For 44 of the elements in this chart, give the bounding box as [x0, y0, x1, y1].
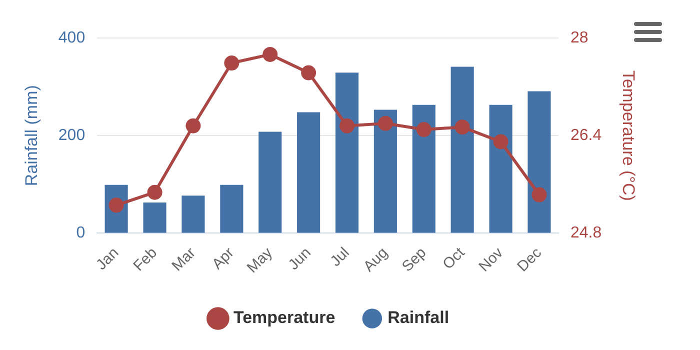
bar	[335, 72, 359, 233]
y2-tick-label: 24.8	[570, 224, 602, 242]
point	[186, 118, 201, 134]
x-tick-label: Sep	[398, 244, 430, 276]
bar	[450, 66, 474, 233]
bar	[143, 202, 166, 233]
bar	[297, 112, 320, 233]
x-tick-label: Mar	[168, 244, 199, 275]
point	[262, 46, 278, 62]
y-tick-label: 0	[76, 224, 86, 242]
point	[224, 56, 240, 71]
y2-tick-label: 26.4	[570, 127, 602, 144]
bar	[528, 91, 551, 233]
x-tick-label: Dec	[514, 244, 546, 276]
bar	[374, 110, 397, 233]
legend-label: Temperature	[233, 308, 336, 328]
y2-axis-title: Temperature (°C)	[619, 70, 638, 201]
point	[147, 184, 162, 200]
bar	[182, 196, 205, 233]
point	[454, 120, 470, 135]
y2-tick-label: 28	[570, 29, 588, 46]
legend-label: Rainfall	[388, 308, 450, 328]
point	[340, 118, 354, 134]
x-tick-label: Aug	[360, 244, 392, 276]
x-tick-label: Jun	[285, 244, 314, 274]
point	[493, 134, 508, 150]
point	[416, 122, 432, 138]
point	[301, 65, 316, 80]
bar	[220, 184, 244, 233]
point	[378, 116, 393, 131]
y-tick-label: 200	[58, 127, 86, 144]
x-tick-label: May	[244, 244, 276, 276]
x-tick-label: Apr	[208, 244, 238, 273]
x-tick-label: Feb	[130, 244, 161, 275]
x-tick-label: Jan	[92, 244, 122, 274]
x-tick-label: Nov	[476, 244, 507, 276]
bar	[489, 104, 512, 233]
x-tick-label: Jul	[327, 244, 353, 270]
bar	[258, 132, 282, 233]
point	[532, 187, 547, 202]
y-axis-title: Rainfall (mm)	[22, 85, 41, 186]
y-tick-label: 400	[58, 29, 86, 46]
x-tick-label: Oct	[440, 244, 469, 273]
bar	[412, 104, 436, 233]
